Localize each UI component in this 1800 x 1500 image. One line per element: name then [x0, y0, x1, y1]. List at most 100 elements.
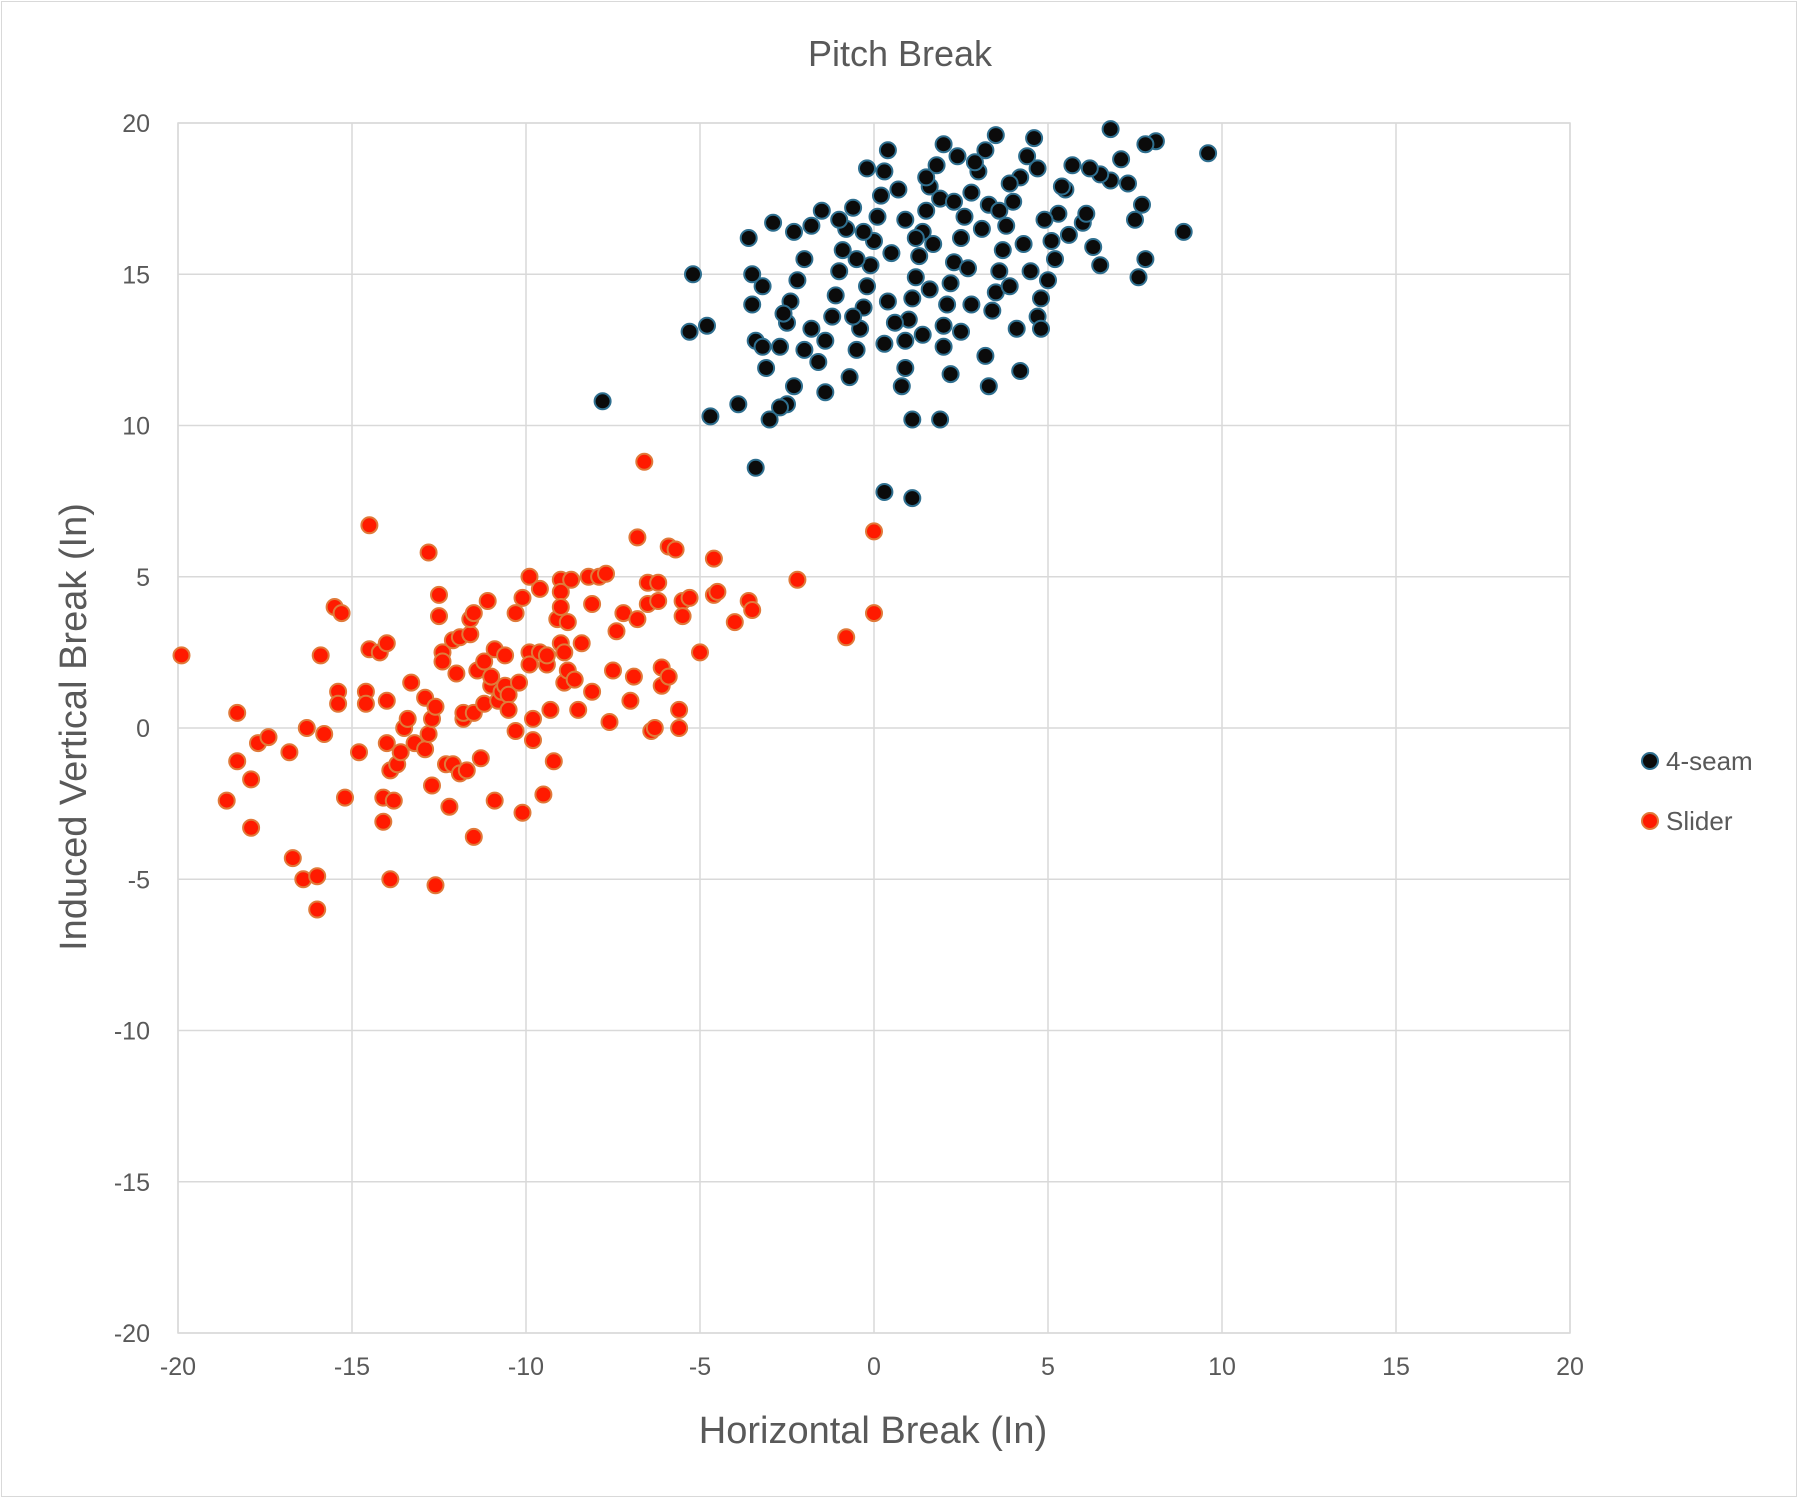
data-point: [666, 540, 685, 559]
x-tick-label: -20: [160, 1353, 196, 1381]
data-point: [913, 325, 932, 344]
data-point: [934, 135, 953, 154]
data-point: [934, 316, 953, 335]
data-point: [1014, 235, 1033, 253]
data-point: [962, 295, 981, 314]
data-point: [847, 250, 866, 269]
data-point: [816, 383, 835, 402]
data-point: [496, 646, 515, 665]
data-point: [670, 719, 689, 737]
data-point: [524, 709, 542, 728]
data-point: [878, 141, 897, 160]
data-point: [896, 210, 915, 229]
data-point: [743, 265, 762, 284]
data-point: [896, 359, 915, 377]
x-axis-ticks: -20 -15 -10 -5 0 5 10 15 20: [160, 1353, 1584, 1381]
data-point: [228, 703, 247, 722]
data-point: [976, 346, 995, 365]
data-point: [945, 192, 963, 211]
legend-marker: [1641, 812, 1659, 830]
data-point: [938, 295, 957, 314]
data-point: [903, 410, 922, 429]
data-point: [297, 719, 316, 737]
data-point: [865, 522, 883, 541]
data-point: [785, 377, 803, 396]
data-point: [461, 625, 480, 644]
y-axis-title: Induced Vertical Break (In): [53, 503, 95, 951]
data-point: [955, 207, 974, 226]
data-point: [1063, 156, 1082, 175]
data-point: [708, 582, 727, 601]
data-point: [1032, 319, 1050, 338]
data-point: [416, 740, 435, 759]
data-point: [398, 709, 417, 728]
data-point: [1007, 319, 1026, 338]
data-point: [990, 262, 1009, 281]
data-point: [875, 334, 894, 353]
y-tick-label: 20: [122, 110, 150, 138]
data-point: [906, 268, 925, 287]
y-tick-label: 5: [136, 564, 150, 592]
data-point: [628, 528, 647, 547]
data-points: [172, 120, 1218, 919]
data-point: [976, 141, 995, 160]
data-point: [952, 229, 970, 247]
data-point: [572, 634, 591, 653]
x-tick-label: 15: [1382, 1353, 1410, 1381]
data-point: [698, 316, 716, 335]
data-point: [311, 646, 330, 665]
data-point: [840, 368, 859, 387]
data-point: [1032, 289, 1050, 308]
data-point: [872, 186, 890, 205]
data-point: [593, 392, 612, 411]
gridlines: [177, 122, 1571, 1334]
data-point: [402, 673, 421, 692]
data-point: [1018, 147, 1037, 166]
data-point: [217, 791, 236, 810]
data-point: [457, 761, 476, 780]
data-point: [788, 271, 807, 290]
data-point: [934, 337, 953, 356]
data-point: [959, 259, 977, 278]
data-point: [1021, 262, 1040, 281]
data-point: [920, 280, 939, 299]
legend-label: 4-seam: [1666, 746, 1753, 776]
data-point: [478, 592, 497, 610]
data-point: [329, 694, 348, 713]
data-point: [356, 694, 375, 713]
data-point: [228, 752, 247, 771]
data-point: [597, 564, 615, 583]
data-point: [524, 731, 542, 750]
x-tick-label: -5: [689, 1353, 711, 1381]
data-point: [941, 274, 960, 293]
data-point: [854, 222, 873, 241]
data-point: [882, 244, 901, 263]
y-tick-label: 0: [136, 715, 150, 743]
data-point: [979, 377, 998, 396]
data-point: [858, 277, 876, 296]
data-point: [172, 646, 191, 665]
data-point: [1028, 159, 1047, 178]
data-point: [562, 570, 581, 589]
data-point: [1136, 135, 1155, 154]
data-point: [628, 610, 647, 629]
data-point: [680, 588, 699, 607]
data-point: [565, 670, 584, 689]
data-point: [896, 331, 915, 350]
data-point: [430, 607, 448, 626]
data-point: [377, 634, 396, 653]
data-point: [743, 601, 762, 619]
data-point: [746, 458, 765, 477]
y-tick-label: -10: [114, 1018, 150, 1046]
y-tick-label: -5: [128, 866, 150, 894]
data-point: [764, 213, 783, 232]
data-point: [844, 198, 863, 217]
data-point: [1004, 192, 1023, 211]
data-point: [391, 743, 410, 762]
data-point: [1052, 177, 1071, 196]
data-point: [419, 725, 438, 743]
data-point: [430, 585, 448, 604]
data-point: [924, 235, 943, 253]
data-point: [812, 201, 831, 220]
legend-marker: [1641, 752, 1659, 770]
